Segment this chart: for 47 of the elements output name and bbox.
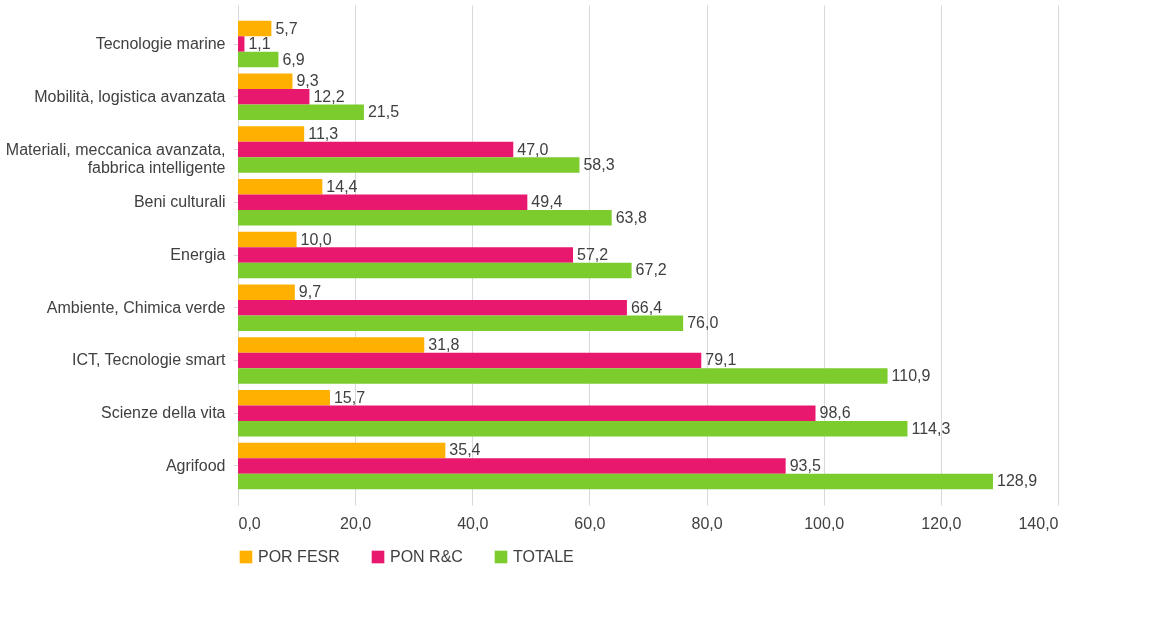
y-tick-label: Scienze della vita: [100, 404, 226, 422]
data-label: 1,1: [248, 35, 271, 53]
data-label: 47,0: [517, 140, 549, 158]
data-label: 12,2: [313, 87, 345, 105]
data-label: 66,4: [630, 298, 663, 316]
y-tick-label: Beni culturali: [133, 193, 226, 211]
y-tick-label: Energia: [170, 246, 226, 263]
y-tick-label: Materiali, meccanica avanzata, fabbrica intelligente: [5, 140, 226, 176]
data-label: 114,3: [911, 419, 951, 437]
y-tick-label: Tecnologie marine: [95, 35, 226, 53]
data-label: 14,4: [326, 177, 358, 195]
x-tick-label: 140,0: [1018, 514, 1059, 532]
x-tick-label: 60,0: [574, 514, 606, 532]
y-tick-label: Mobilità, logistica avanzata: [34, 87, 226, 105]
data-label: 93,5: [789, 456, 821, 474]
data-label: 6,9: [282, 50, 305, 68]
data-label: 110,9: [891, 366, 931, 384]
data-label: 63,8: [615, 208, 647, 226]
x-tick-label: 0,0: [238, 514, 261, 532]
legend-label: PON R&C: [390, 548, 463, 565]
data-label: 10,0: [300, 230, 332, 248]
data-label: 35,4: [449, 441, 481, 459]
data-label: 21,5: [367, 103, 400, 121]
data-label: 58,3: [583, 155, 615, 173]
y-tick-label: ICT, Tecnologie smart: [71, 351, 227, 369]
data-label: 67,2: [635, 261, 667, 279]
y-tick-label: Agrifood: [165, 456, 226, 474]
data-label: 98,6: [819, 404, 851, 422]
x-tick-label: 80,0: [691, 514, 723, 532]
data-label: 5,7: [275, 19, 298, 37]
x-tick-label: 120,0: [921, 514, 962, 532]
data-label: 128,9: [996, 472, 1038, 490]
x-tick-label: 100,0: [804, 514, 845, 532]
data-label: 15,7: [333, 388, 366, 406]
legend-label: POR FESR: [258, 548, 340, 565]
data-label: 9,7: [298, 283, 322, 301]
data-label: 31,8: [428, 336, 460, 354]
data-label: 9,3: [296, 72, 319, 90]
data-label: 76,0: [687, 314, 719, 332]
data-label: 11,3: [308, 125, 339, 143]
legend-label: TOTALE: [513, 548, 574, 565]
y-tick-label: Ambiente, Chimica verde: [46, 298, 226, 316]
x-tick-label: 40,0: [457, 514, 489, 532]
data-label: 79,1: [705, 351, 737, 369]
x-tick-label: 20,0: [340, 514, 372, 532]
data-label: 49,4: [531, 193, 563, 211]
data-label: 57,2: [577, 246, 609, 263]
